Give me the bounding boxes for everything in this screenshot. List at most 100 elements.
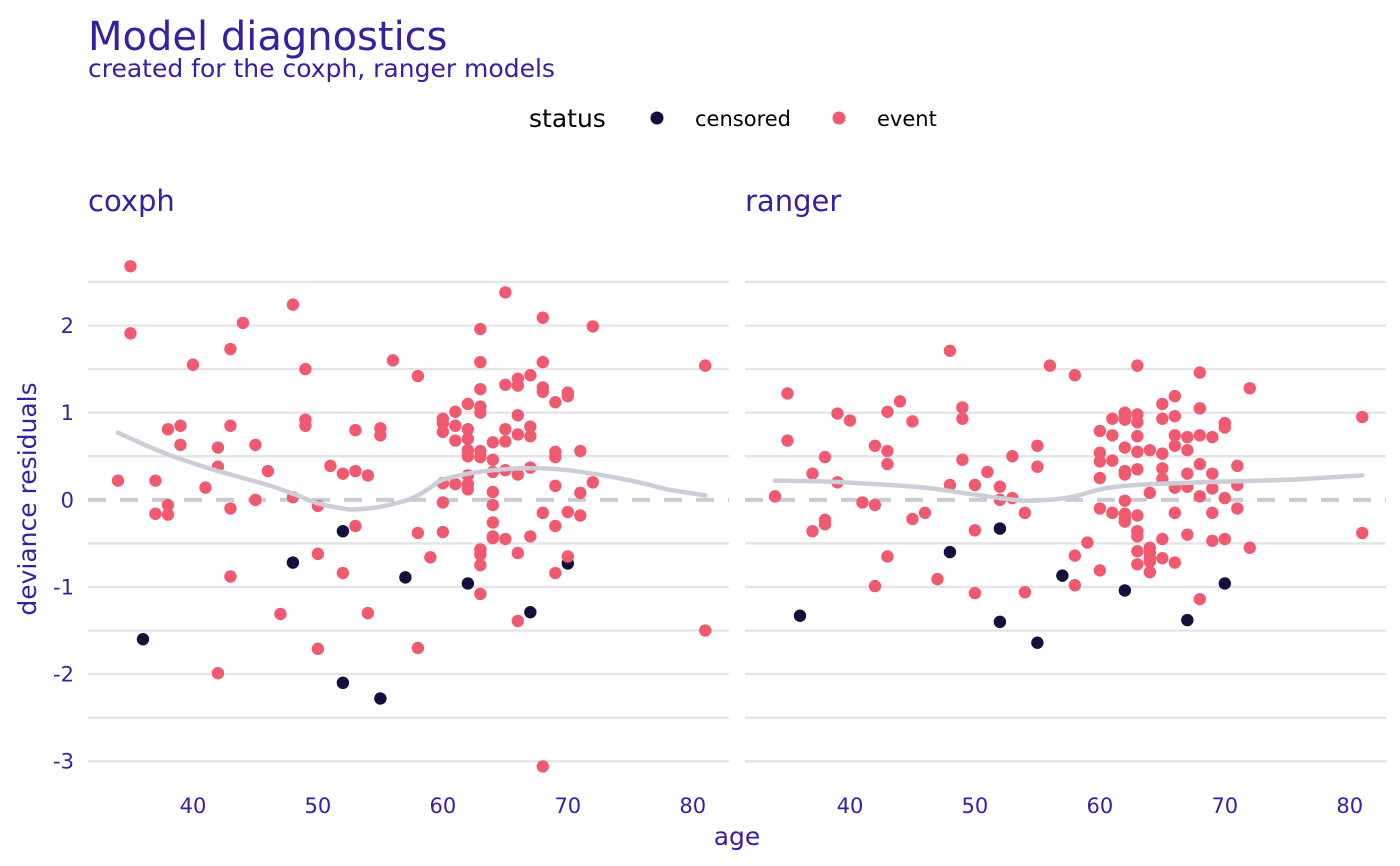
point-event: [843, 414, 857, 427]
grid-lines: [745, 280, 1386, 763]
point-event: [549, 450, 562, 464]
point-event: [161, 423, 175, 436]
point-event: [1131, 359, 1144, 372]
point-event: [486, 453, 500, 466]
point-event: [1181, 528, 1194, 541]
point-event: [1131, 545, 1144, 558]
point-event: [1193, 592, 1207, 606]
point-event: [931, 572, 944, 586]
point-event: [161, 508, 175, 521]
legend-label-censored: censored: [695, 107, 791, 131]
point-event: [336, 566, 350, 580]
point-event: [549, 519, 562, 533]
point-event: [1168, 429, 1182, 442]
point-event: [474, 322, 487, 336]
point-event: [993, 480, 1007, 493]
point-event: [461, 397, 475, 411]
point-event: [386, 354, 400, 367]
grid-lines: [88, 280, 729, 763]
x-tick-label: 70: [554, 794, 581, 818]
point-censored: [1031, 636, 1044, 649]
point-event: [436, 416, 450, 430]
point-censored: [1118, 584, 1132, 597]
point-event: [906, 512, 919, 526]
point-event: [868, 439, 882, 452]
point-censored: [1218, 577, 1232, 590]
point-event: [199, 481, 212, 494]
legend-marker-censored: [650, 111, 664, 125]
series-censored: [136, 524, 575, 705]
point-event: [261, 464, 275, 478]
series-censored: [793, 522, 1232, 649]
point-event: [1068, 369, 1082, 382]
point-event: [1081, 536, 1094, 549]
point-event: [818, 518, 832, 531]
point-event: [411, 641, 425, 655]
point-event: [1156, 447, 1169, 460]
point-event: [536, 311, 550, 324]
point-censored: [1181, 613, 1194, 627]
point-event: [943, 344, 957, 357]
point-event: [536, 506, 550, 520]
point-event: [1131, 558, 1144, 571]
point-event: [956, 401, 969, 414]
point-event: [536, 355, 550, 369]
point-event: [699, 359, 712, 372]
point-event: [436, 525, 450, 539]
point-event: [1093, 455, 1107, 468]
point-event: [299, 419, 312, 432]
point-event: [1118, 413, 1132, 426]
y-tick-label: -2: [53, 663, 74, 687]
point-event: [1106, 454, 1119, 467]
point-event: [524, 530, 537, 543]
point-event: [236, 316, 250, 330]
point-event: [1193, 366, 1207, 379]
point-event: [561, 505, 575, 519]
point-censored: [993, 615, 1007, 629]
point-event: [449, 477, 462, 491]
point-event: [1106, 506, 1119, 520]
point-event: [1131, 509, 1144, 522]
point-event: [324, 459, 337, 473]
point-event: [249, 493, 262, 507]
point-event: [461, 483, 475, 496]
point-event: [149, 507, 162, 520]
y-tick-label: 2: [61, 314, 74, 338]
point-event: [124, 260, 137, 273]
point-event: [361, 606, 375, 620]
legend-label-event: event: [877, 107, 937, 131]
point-event: [831, 407, 844, 420]
point-censored: [336, 524, 350, 538]
point-event: [449, 434, 462, 447]
point-event: [574, 486, 587, 500]
point-event: [1193, 490, 1207, 503]
point-event: [574, 444, 587, 458]
legend-marker-event: [832, 111, 846, 125]
x-tick-label: 70: [1211, 794, 1238, 818]
point-event: [499, 435, 512, 448]
point-event: [349, 423, 362, 437]
point-event: [524, 369, 537, 382]
point-event: [1193, 402, 1207, 415]
point-event: [1156, 462, 1169, 475]
point-event: [1193, 457, 1207, 471]
point-event: [1168, 506, 1182, 520]
x-tick-label: 60: [1086, 794, 1113, 818]
point-event: [1243, 541, 1257, 554]
legend-title: status: [529, 104, 606, 133]
series-event: [768, 344, 1369, 606]
point-event: [1206, 467, 1219, 480]
point-event: [968, 586, 982, 600]
point-event: [1143, 486, 1157, 500]
point-event: [486, 531, 500, 545]
point-event: [486, 498, 500, 512]
point-event: [1193, 429, 1207, 442]
point-event: [549, 566, 562, 580]
point-event: [1168, 409, 1182, 423]
point-event: [349, 519, 362, 533]
point-event: [1156, 412, 1169, 425]
point-event: [561, 550, 575, 563]
point-event: [768, 490, 782, 503]
point-event: [474, 450, 487, 464]
